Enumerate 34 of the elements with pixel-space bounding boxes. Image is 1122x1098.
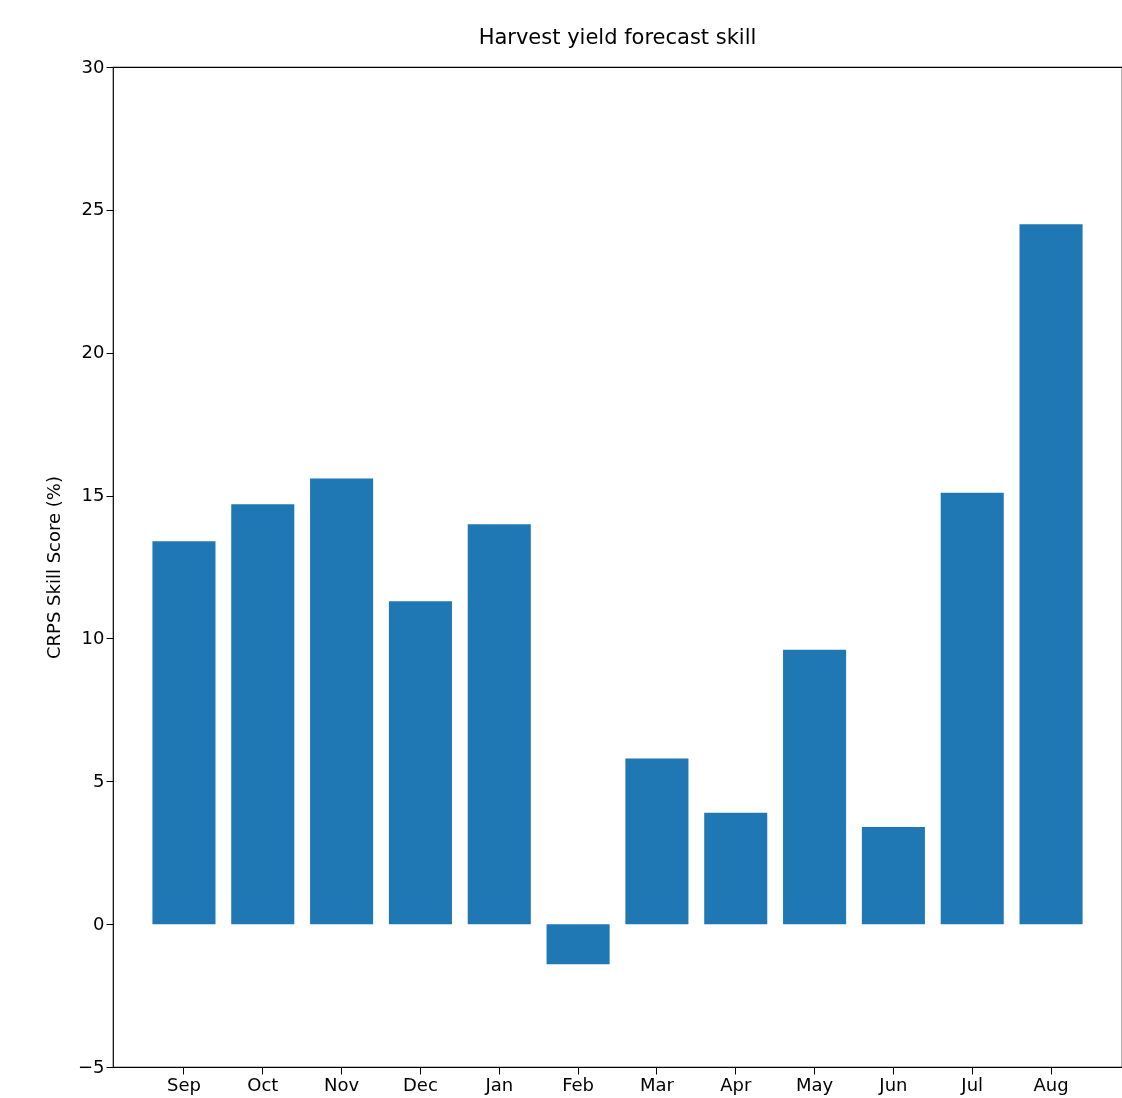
y-tick-label: −5 xyxy=(77,1055,105,1077)
x-tick-label: Aug xyxy=(1033,1073,1069,1095)
y-tick-label: 0 xyxy=(93,912,105,934)
x-tick-label: Oct xyxy=(247,1073,279,1095)
y-tick-label: 5 xyxy=(93,769,105,791)
x-tick-label: Dec xyxy=(403,1073,438,1095)
bar xyxy=(152,541,216,925)
bar xyxy=(310,478,374,925)
bar xyxy=(625,758,689,925)
bar xyxy=(231,504,295,925)
bar xyxy=(704,812,768,925)
x-tick-label: Jun xyxy=(878,1073,908,1095)
y-tick-label: 25 xyxy=(81,198,105,220)
x-tick-label: Mar xyxy=(639,1073,675,1095)
y-tick-label: 20 xyxy=(81,341,105,363)
bar xyxy=(861,827,925,925)
x-tick-label: Apr xyxy=(720,1073,752,1095)
x-tick-label: May xyxy=(795,1073,834,1095)
y-tick-label: 10 xyxy=(81,626,105,648)
bar xyxy=(467,524,531,925)
x-tick-label: Jan xyxy=(484,1073,514,1095)
bar xyxy=(940,492,1004,925)
x-tick-label: Sep xyxy=(166,1073,201,1095)
bar xyxy=(783,649,847,925)
bar xyxy=(1019,224,1083,925)
y-tick-label: 30 xyxy=(81,55,105,77)
y-tick-label: 15 xyxy=(81,484,105,506)
x-tick-label: Jul xyxy=(960,1073,984,1095)
x-tick-label: Nov xyxy=(324,1073,360,1095)
bar xyxy=(546,924,610,965)
y-axis-title: CRPS Skill Score (%) xyxy=(42,476,64,659)
chart-title: Harvest yield forecast skill xyxy=(478,25,757,49)
bar xyxy=(388,601,452,925)
x-tick-label: Feb xyxy=(562,1073,595,1095)
